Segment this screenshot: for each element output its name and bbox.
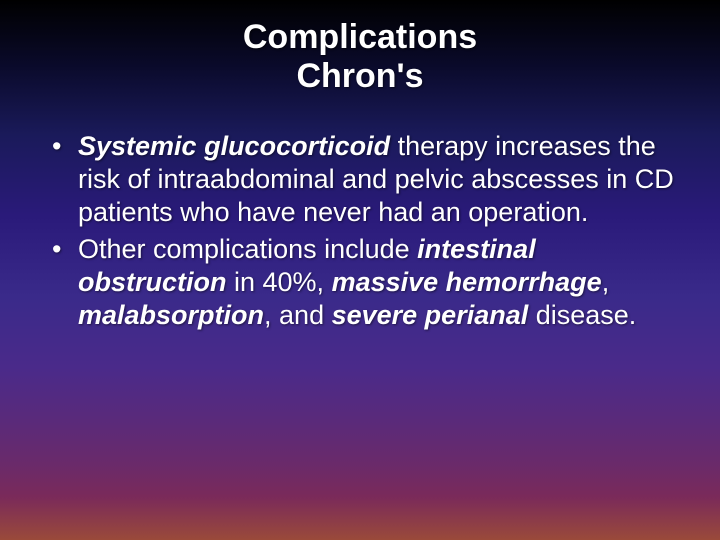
bullet-item: Other complications include intestinal o… — [48, 233, 680, 332]
text-run: malabsorption — [78, 300, 264, 330]
text-run: , and — [264, 300, 332, 330]
text-run: Other complications include — [78, 234, 417, 264]
text-run: , — [602, 267, 610, 297]
bullet-list: Systemic glucocorticoid therapy increase… — [40, 130, 680, 332]
slide: Complications Chron's Systemic glucocort… — [0, 0, 720, 540]
text-run: disease. — [528, 300, 636, 330]
text-run: massive hemorrhage — [332, 267, 602, 297]
title-line-2: Chron's — [40, 57, 680, 96]
text-run: Systemic glucocorticoid — [78, 131, 390, 161]
text-run: severe perianal — [332, 300, 529, 330]
bullet-item: Systemic glucocorticoid therapy increase… — [48, 130, 680, 229]
title-line-1: Complications — [40, 18, 680, 57]
text-run: in 40%, — [227, 267, 332, 297]
slide-title: Complications Chron's — [40, 18, 680, 96]
